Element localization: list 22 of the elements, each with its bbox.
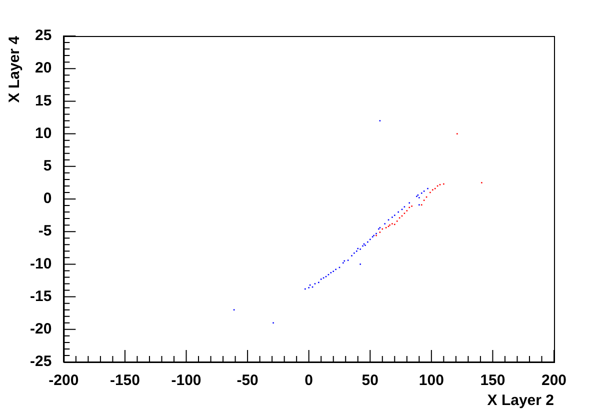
x-tick-label: -200 [48, 372, 79, 390]
y-tick-label: 0 [43, 190, 52, 208]
x-tick-label: 0 [304, 372, 314, 390]
y-tick-label: -5 [38, 222, 52, 240]
x-tick-label: 150 [480, 372, 506, 390]
x-axis-title: X Layer 2 [487, 392, 554, 410]
x-tick-label: 200 [541, 372, 567, 390]
y-tick-label: -20 [30, 320, 52, 338]
y-tick-label: -15 [30, 288, 52, 305]
y-tick-label: -10 [30, 255, 52, 272]
y-tick-label: -25 [30, 353, 52, 370]
x-tick-label: 50 [362, 372, 378, 390]
y-axis-title: X Layer 4 [6, 35, 24, 103]
x-tick-label: -150 [110, 372, 140, 390]
y-tick-label: 25 [34, 27, 52, 44]
y-tick-label: 10 [34, 124, 52, 142]
x-tick-label: -100 [171, 372, 202, 390]
x-tick-label: 100 [418, 372, 444, 390]
x-tick-label: -50 [236, 372, 258, 390]
y-tick-label: 5 [43, 158, 52, 175]
y-tick-label: 20 [34, 60, 52, 77]
y-tick-label: 15 [34, 92, 52, 110]
